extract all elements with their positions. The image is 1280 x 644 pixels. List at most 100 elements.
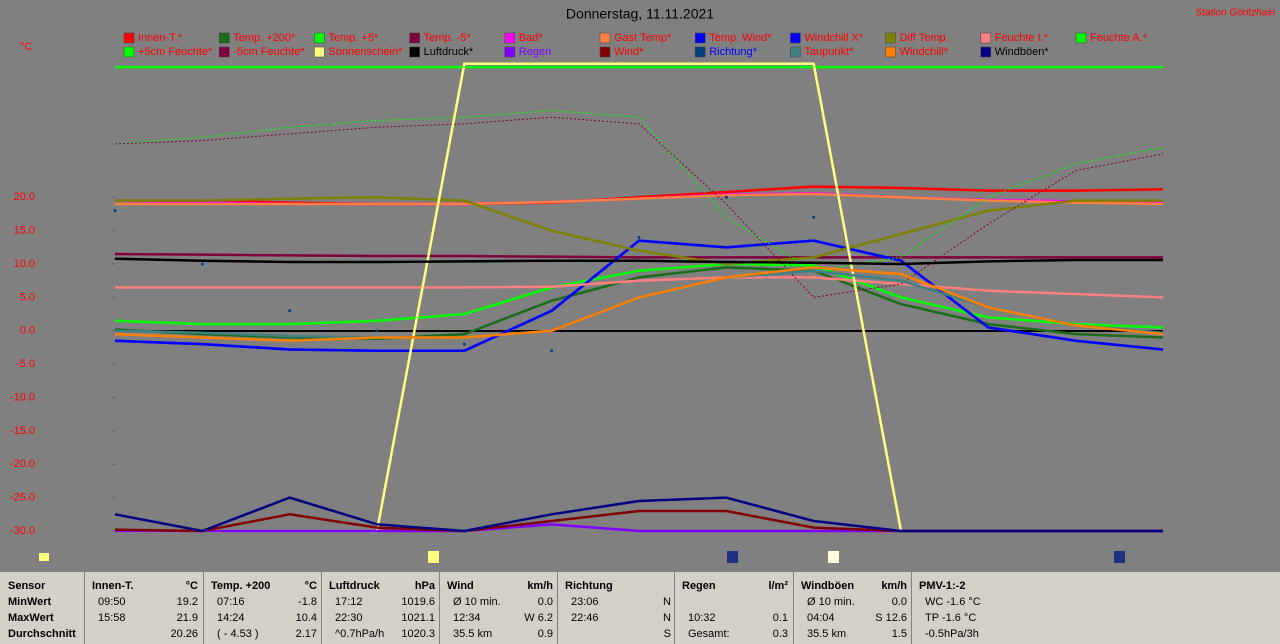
legend-label: Taupunkt* xyxy=(804,46,854,58)
cell-left: Ø 10 min. xyxy=(807,596,855,608)
legend-swatch xyxy=(885,46,896,58)
series-line xyxy=(114,262,1164,329)
legend-swatch xyxy=(790,46,801,58)
cell-left: -0.5hPa/3h xyxy=(925,628,979,640)
legend-label: Gast Temp* xyxy=(614,32,672,44)
cell-left: 22:30 xyxy=(335,612,363,624)
legend-label: Temp. Wind* xyxy=(709,32,772,44)
data-point xyxy=(200,262,204,266)
data-point xyxy=(812,215,816,219)
legend-swatch xyxy=(123,46,135,58)
legend-label: Regen xyxy=(519,46,551,58)
legend-label: Wind* xyxy=(614,46,644,58)
cell-left: 14:24 xyxy=(217,612,245,624)
row-label: Sensor xyxy=(8,580,46,592)
data-point xyxy=(637,235,641,239)
stats-table: Sensor MinWert MaxWert Durchschnitt Innen-T.… xyxy=(0,572,1280,644)
cell-left: 35.5 km xyxy=(807,628,847,640)
cell-value: 1021.1 xyxy=(401,612,435,624)
icon xyxy=(1114,551,1125,563)
row-label: MinWert xyxy=(8,596,52,608)
row-label: MaxWert xyxy=(8,612,54,624)
legend-label: +5cm Feuchte* xyxy=(138,46,213,58)
data-point xyxy=(375,329,379,333)
group-header: Wind xyxy=(447,580,474,592)
legend-swatch xyxy=(599,46,611,58)
legend-swatch xyxy=(980,32,992,44)
cell-value: 10.4 xyxy=(295,612,317,624)
legend-swatch xyxy=(694,32,706,44)
legend-label: Innen-T.* xyxy=(138,32,183,44)
legend-label: Windchill* xyxy=(900,46,949,58)
cell-left: 07:16 xyxy=(217,596,245,608)
series-line xyxy=(114,257,1163,266)
cell-value: 19.2 xyxy=(176,596,198,608)
icon xyxy=(828,551,839,563)
y-tick-label: -25.0 xyxy=(10,492,35,504)
group-unit: °C xyxy=(304,580,317,592)
series-line xyxy=(115,196,1163,266)
column-separator xyxy=(203,572,204,644)
series-line xyxy=(114,252,1163,259)
legend-swatch xyxy=(980,46,992,58)
group-header: Temp. +200 xyxy=(211,580,271,592)
cell-left: Ø 10 min. xyxy=(453,596,501,608)
y-tick-label: 10.0 xyxy=(14,258,35,270)
legend-label: Temp. +200* xyxy=(233,32,296,44)
column-separator xyxy=(84,572,85,644)
legend-label: Temp. -5* xyxy=(424,32,472,44)
series-line xyxy=(114,116,1164,298)
cell-left: 22:46 xyxy=(571,612,599,624)
y-tick-label: 20.0 xyxy=(14,191,35,203)
y-tick-label: 5.0 xyxy=(20,291,35,303)
legend-label: Temp. +5* xyxy=(328,32,379,44)
cell-value: 0.9 xyxy=(537,628,553,640)
legend-label: Feuchte A.* xyxy=(1090,32,1148,44)
series-line xyxy=(114,110,1164,272)
cell-value: S 12.6 xyxy=(875,612,907,624)
series-line xyxy=(114,509,1163,533)
icon xyxy=(39,553,49,561)
series-line xyxy=(114,496,1163,533)
cell-value: N xyxy=(663,612,671,624)
cell-left: WC -1.6 °C xyxy=(925,596,981,608)
legend-label: Windböen* xyxy=(995,46,1050,58)
group-header: Regen xyxy=(682,580,716,592)
y-tick-label: -5.0 xyxy=(16,358,35,370)
y-tick-label: -30.0 xyxy=(10,525,35,537)
cell-left: 17:12 xyxy=(335,596,363,608)
series-line xyxy=(114,266,1164,341)
group-unit: km/h xyxy=(527,580,553,592)
group-unit: km/h xyxy=(881,580,907,592)
cell-value: 0.3 xyxy=(772,628,788,640)
cell-left: 04:04 xyxy=(807,612,835,624)
column-separator xyxy=(439,572,440,644)
data-point xyxy=(724,195,728,199)
cell-left: ( - 4.53 ) xyxy=(217,628,259,640)
cell-value: W 6.2 xyxy=(524,612,553,624)
cell-left: 09:50 xyxy=(98,596,126,608)
series-line xyxy=(115,185,1164,206)
chart-title: Donnerstag, 11.11.2021 xyxy=(566,6,714,22)
legend-label: Sonnenschein* xyxy=(328,46,403,58)
cell-value: 20.26 xyxy=(170,628,198,640)
legend-swatch xyxy=(409,32,420,44)
cell-value: S xyxy=(663,628,671,640)
legend-label: Bad* xyxy=(519,32,544,44)
y-tick-label: -15.0 xyxy=(10,425,35,437)
cell-value: 0.0 xyxy=(891,596,907,608)
cell-value: -1.8 xyxy=(298,596,317,608)
legend-label: Luftdruck* xyxy=(424,46,474,58)
legend-label: Richtung* xyxy=(709,46,757,58)
column-separator xyxy=(793,572,794,644)
group-unit: °C xyxy=(185,580,198,592)
legend-label: Windchill X* xyxy=(804,32,863,44)
column-separator xyxy=(674,572,675,644)
group-header: Richtung xyxy=(565,580,613,592)
cell-value: N xyxy=(663,596,671,608)
legend-swatch xyxy=(409,46,420,58)
cell-value: 1019.6 xyxy=(401,596,435,608)
station-name: Station Göritzhain xyxy=(1196,8,1276,19)
cell-left: 15:58 xyxy=(98,612,126,624)
legend-swatch xyxy=(694,46,706,58)
